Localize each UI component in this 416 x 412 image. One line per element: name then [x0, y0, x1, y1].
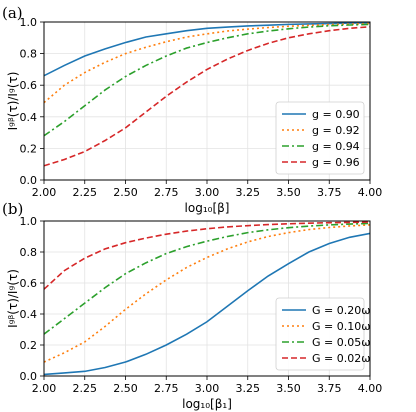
- panel-b-x-tick-label: 2.00: [32, 382, 57, 395]
- panel-a-y-tick-label: 0.0: [20, 174, 38, 187]
- panel-a-y-tick-label: 0.8: [20, 48, 38, 61]
- panel-a-y-axis-label: Iᵍᵝ(τ)/Iᵍ(τ): [6, 72, 20, 131]
- panel-a-legend: g = 0.90 g = 0.92 g = 0.94 g = 0.96: [275, 101, 365, 175]
- panel-b-y-tick-label: 0.6: [20, 277, 38, 290]
- panel-b: (b) 2.00 2.25 2.50 2.75 3.00 3.25 3.50 3.75 4.00…: [2, 200, 382, 411]
- panel-b-x-tick-label: 3.25: [236, 382, 261, 395]
- panel-a-plot-frame: [43, 21, 371, 181]
- panel-a-x-tick-label: 2.50: [113, 186, 138, 199]
- panel-b-x-tick-label: 2.75: [154, 382, 179, 395]
- panel-label-a: (a): [2, 4, 23, 22]
- panel-a-legend-label-g-0-94: g = 0.94: [312, 140, 360, 153]
- panel-b-x-tick-label: 3.00: [195, 382, 220, 395]
- panel-b-series-line-g-0-02: [44, 221, 370, 290]
- panel-b-x-tick-label: 2.50: [113, 382, 138, 395]
- panel-b-y-tick-label: 0.0: [20, 370, 38, 383]
- panel-b-y-tick-label: 0.8: [20, 246, 38, 259]
- panel-a-legend-box: [275, 101, 365, 175]
- panel-a-x-tick-label: 3.25: [236, 186, 261, 199]
- panel-a-x-tick-label: 3.00: [195, 186, 220, 199]
- panel-a-series-line-g-0-90: [44, 22, 370, 77]
- panel-a-x-tick-label: 4.00: [358, 186, 383, 199]
- panel-b-x-tick-label: 3.75: [317, 382, 342, 395]
- panel-b-plot-frame: [43, 220, 371, 377]
- panel-a-series-line-g-0-96: [44, 25, 370, 167]
- panel-b-x-tick-label: 3.50: [276, 382, 301, 395]
- panel-b-legend-label-g-0-02: G = 0.02ω: [312, 352, 370, 365]
- panel-a-series-line-g-0-92: [44, 22, 370, 104]
- panel-b-x-axis-label: log₁₀[β₁]: [182, 397, 232, 411]
- panel-a-x-tick-label: 2.25: [73, 186, 98, 199]
- panel-a-x-tick-label: 2.00: [32, 186, 57, 199]
- panel-b-legend: G = 0.20ω G = 0.10ω G = 0.05ω G = 0.02ω: [275, 297, 370, 371]
- panel-a-legend-label-g-0-96: g = 0.96: [312, 156, 360, 169]
- panel-a-x-axis-label: log₁₀[β]: [185, 201, 230, 215]
- panel-a-x-tick-label: 3.75: [317, 186, 342, 199]
- panel-a-y-tick-label: 0.6: [20, 79, 38, 92]
- panel-b-legend-label-g-0-05: G = 0.05ω: [312, 336, 370, 349]
- panel-b-series-line-g-0-20: [44, 232, 370, 376]
- panel-a-x-tick-label: 3.50: [276, 186, 301, 199]
- panel-b-legend-box: [275, 297, 365, 371]
- panel-b-x-tick-label: 4.00: [358, 382, 383, 395]
- panel-b-legend-label-g-0-10: G = 0.10ω: [312, 320, 370, 333]
- panel-b-y-axis-label: Iᵍᵝ(τ)/Iᵍ(τ): [6, 269, 20, 328]
- panel-b-y-tick-label: 0.4: [20, 308, 38, 321]
- panel-label-b: (b): [2, 200, 23, 218]
- panel-a-y-tick-label: 0.2: [20, 142, 38, 155]
- panel-b-legend-label-g-0-20: G = 0.20ω: [312, 304, 370, 317]
- panel-a-y-tick-label: 1.0: [20, 16, 38, 29]
- panel-a-legend-label-g-0-92: g = 0.92: [312, 124, 360, 137]
- panel-b-y-tick-label: 1.0: [20, 215, 38, 228]
- panel-a-x-tick-label: 2.75: [154, 186, 179, 199]
- panel-a-legend-label-g-0-90: g = 0.90: [312, 108, 360, 121]
- panel-a-y-tick-label: 0.4: [20, 111, 38, 124]
- panel-a: (a) 2.00 2.25 2.50 2.75 3.00 3.25 3.50 3.75 4.00…: [2, 4, 382, 215]
- panel-b-y-tick-label: 0.2: [20, 339, 38, 352]
- panel-b-x-tick-label: 2.25: [73, 382, 98, 395]
